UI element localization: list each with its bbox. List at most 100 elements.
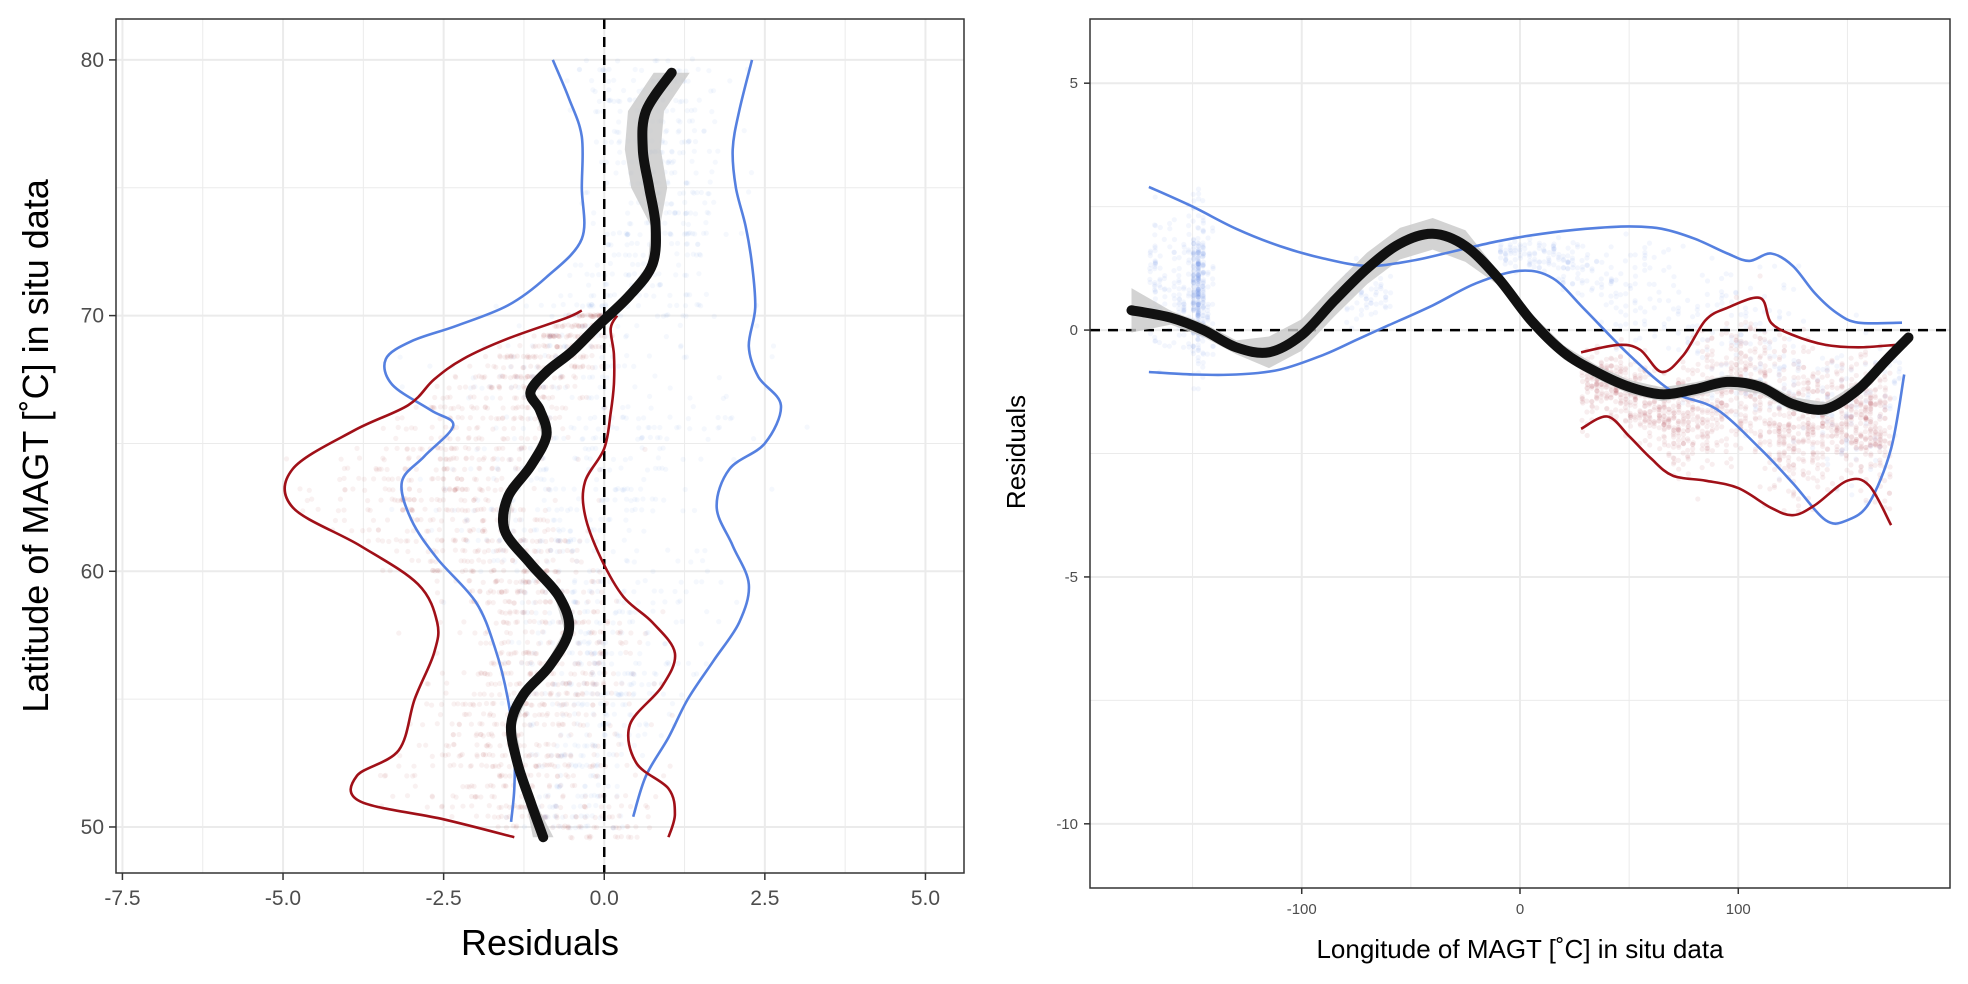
left-data-point [559, 702, 565, 708]
left-data-point [565, 434, 571, 440]
left-data-point [578, 262, 584, 268]
left-data-point [465, 507, 471, 513]
left-data-point [464, 538, 471, 544]
left-data-point [544, 568, 550, 574]
left-data-point [594, 312, 600, 318]
left-data-point [577, 395, 583, 401]
left-data-point [589, 353, 595, 359]
left-data-point [662, 641, 668, 647]
left-data-point [656, 465, 662, 471]
right-data-point [1767, 438, 1773, 444]
left-data-point [592, 660, 599, 666]
left-data-point [499, 589, 505, 595]
left-data-point [619, 681, 625, 687]
right-data-point [1642, 399, 1648, 405]
left-data-point [597, 467, 603, 473]
left-data-point [468, 763, 474, 769]
left-data-point [706, 191, 712, 197]
right-data-point [1839, 410, 1845, 416]
left-data-point [579, 313, 585, 319]
left-data-point [547, 804, 553, 810]
left-data-point [579, 619, 586, 626]
left-data-point [513, 405, 519, 411]
left-data-point [648, 405, 654, 411]
left-data-point [623, 517, 629, 523]
left-data-point [549, 752, 555, 758]
left-data-point [664, 201, 670, 207]
right-data-point [1675, 442, 1682, 448]
left-data-point [385, 476, 391, 482]
left-data-point [602, 732, 608, 738]
right-data-point [1733, 442, 1739, 448]
right-data-point [1738, 322, 1744, 328]
left-data-point [513, 517, 519, 523]
left-data-point [590, 681, 596, 687]
left-data-point [578, 661, 585, 667]
left-data-point [529, 538, 536, 544]
left-data-point [403, 538, 409, 544]
left-data-point [449, 721, 455, 727]
left-data-point [584, 813, 590, 819]
left-data-point [627, 650, 634, 656]
right-data-point [1580, 243, 1586, 249]
left-data-point [665, 58, 671, 64]
right-data-point [1670, 403, 1677, 409]
left-data-point [390, 793, 396, 799]
left-data-point [423, 742, 429, 748]
left-data-point [534, 364, 540, 370]
left-data-point [454, 424, 460, 431]
left-data-point [494, 721, 500, 727]
left-data-point [621, 722, 627, 729]
left-data-point [537, 467, 543, 473]
left-data-point [595, 332, 601, 338]
left-data-point [585, 650, 591, 656]
left-data-point [631, 672, 637, 678]
left-data-point [540, 383, 547, 390]
left-data-point [565, 680, 571, 686]
left-data-point [451, 455, 457, 461]
left-data-point [441, 476, 447, 482]
left-data-point [594, 691, 600, 697]
left-data-point [555, 773, 561, 779]
left-data-point [490, 456, 496, 462]
left-data-point [678, 579, 684, 585]
right-data-point [1646, 413, 1652, 419]
left-data-point [637, 651, 643, 657]
left-data-point [610, 456, 617, 462]
left-data-point [463, 516, 470, 522]
left-data-point [689, 118, 696, 124]
left-data-point [569, 762, 575, 768]
left-data-point [549, 313, 555, 319]
left-data-point [589, 344, 596, 350]
left-x-tick-label: -7.5 [104, 887, 140, 910]
left-data-point [513, 619, 519, 626]
left-data-point [459, 568, 465, 575]
left-data-point [595, 578, 601, 585]
left-data-point [481, 549, 488, 555]
right-data-point [1195, 361, 1201, 367]
left-data-point [434, 590, 441, 596]
left-data-point [472, 548, 478, 554]
right-data-point [1632, 403, 1638, 409]
left-data-point [769, 486, 775, 492]
left-data-point [342, 486, 348, 493]
left-data-point [584, 681, 590, 687]
left-data-point [716, 619, 722, 625]
left-data-point [572, 375, 579, 381]
right-data-point [1791, 434, 1797, 441]
left-data-point [630, 261, 636, 267]
left-data-point [493, 425, 499, 431]
right-data-point [1604, 405, 1610, 411]
right-data-point [1863, 437, 1869, 443]
left-data-point [552, 323, 558, 329]
left-data-point [341, 465, 347, 472]
left-data-point [395, 476, 401, 482]
left-data-point [591, 712, 597, 718]
left-data-point [545, 682, 551, 688]
right-data-point [1743, 319, 1749, 325]
right-data-point [1186, 231, 1192, 237]
left-data-point [474, 405, 480, 411]
left-data-point [521, 824, 528, 830]
left-data-point [549, 762, 555, 768]
left-data-point [589, 301, 595, 308]
